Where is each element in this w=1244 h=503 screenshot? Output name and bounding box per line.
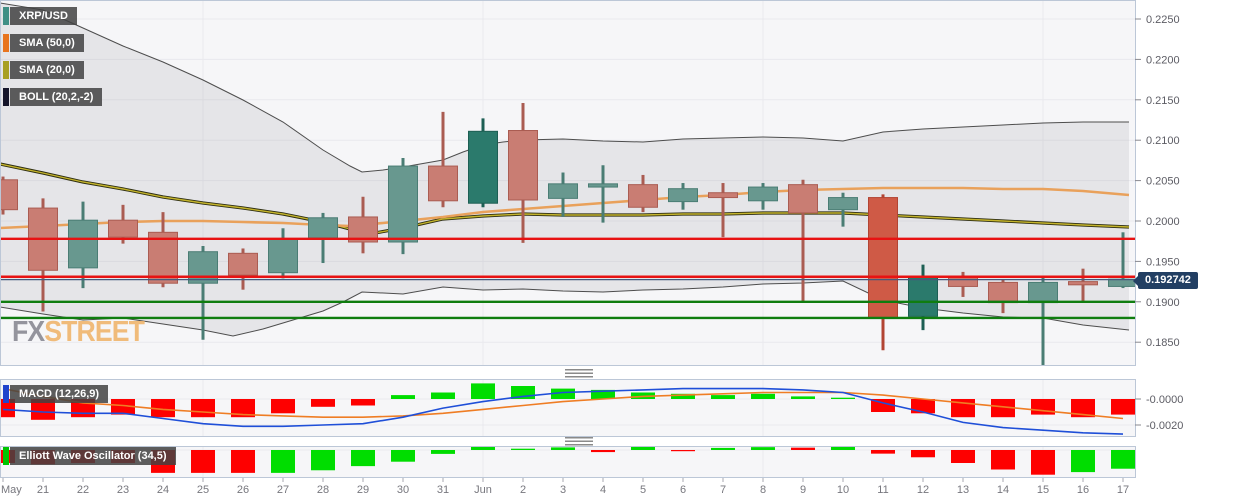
legend-sma20-label: SMA (20,0) (10, 61, 84, 79)
legend-macd-label: MACD (12,26,9) (10, 385, 109, 403)
svg-text:0.1850: 0.1850 (1146, 337, 1180, 349)
svg-text:7: 7 (720, 484, 726, 496)
svg-text:0.2100: 0.2100 (1146, 135, 1180, 147)
svg-text:23: 23 (117, 484, 129, 496)
legend-symbol-xrpusd[interactable]: XRP/USD (3, 7, 77, 25)
boll-color-swatch-icon (3, 88, 9, 106)
legend-boll-label: BOLL (20,2,-2) (10, 88, 103, 106)
svg-text:28: 28 (317, 484, 329, 496)
svg-text:0.2250: 0.2250 (1146, 14, 1180, 26)
svg-text:6: 6 (680, 484, 686, 496)
svg-text:0.2050: 0.2050 (1146, 176, 1180, 188)
time-axis[interactable]: May 21 22 23 24 25 26 27 28 29 30 31 Jun 2 3 4 5 6 7 8 9 10 11… (1, 478, 1129, 496)
svg-text:26: 26 (237, 484, 249, 496)
macd-color-swatch-icon (3, 385, 9, 403)
svg-text:2: 2 (520, 484, 526, 496)
svg-text:16: 16 (1077, 484, 1089, 496)
svg-text:14: 14 (997, 484, 1009, 496)
svg-text:11: 11 (877, 484, 888, 496)
legend-macd[interactable]: MACD (12,26,9) (3, 385, 109, 403)
svg-text:22: 22 (77, 484, 89, 496)
svg-text:15: 15 (1037, 484, 1049, 496)
ewo-color-swatch-icon (3, 447, 9, 465)
svg-text:13: 13 (957, 484, 969, 496)
sma20-color-swatch-icon (3, 61, 9, 79)
legend-sma50[interactable]: SMA (50,0) (3, 34, 84, 52)
svg-text:0.1900: 0.1900 (1146, 297, 1180, 309)
svg-text:17: 17 (1117, 484, 1129, 496)
svg-text:27: 27 (277, 484, 289, 496)
svg-text:21: 21 (37, 484, 49, 496)
svg-text:8: 8 (760, 484, 766, 496)
current-price-badge: 0.192742 (1133, 272, 1198, 289)
svg-text:0.2000: 0.2000 (1146, 216, 1180, 228)
svg-text:0.1950: 0.1950 (1146, 256, 1180, 268)
svg-text:12: 12 (917, 484, 929, 496)
macd-panel-drag-handle-icon[interactable] (565, 369, 593, 378)
svg-text:Jun: Jun (474, 484, 492, 496)
svg-text:31: 31 (437, 484, 449, 496)
svg-text:0.2150: 0.2150 (1146, 95, 1180, 107)
legend-sma50-label: SMA (50,0) (10, 34, 84, 52)
svg-text:24: 24 (157, 484, 169, 496)
ewo-panel-drag-handle-icon[interactable] (565, 437, 593, 446)
legend-sma20[interactable]: SMA (20,0) (3, 61, 84, 79)
svg-text:9: 9 (800, 484, 806, 496)
sma50-color-swatch-icon (3, 34, 9, 52)
svg-text:0.2200: 0.2200 (1146, 54, 1180, 66)
symbol-color-swatch-icon (3, 7, 9, 25)
price-axis[interactable]: 0.2250 0.2200 0.2150 0.2100 0.2050 0.2000 0.19… (1135, 14, 1183, 432)
legend-ewo[interactable]: Elliott Wave Oscillator (34,5) (3, 447, 176, 465)
svg-text:May: May (1, 484, 22, 496)
svg-text:5: 5 (640, 484, 646, 496)
legend-boll[interactable]: BOLL (20,2,-2) (3, 88, 103, 106)
legend-ewo-label: Elliott Wave Oscillator (34,5) (10, 447, 176, 465)
svg-text:-0.0020: -0.0020 (1146, 420, 1183, 432)
svg-text:29: 29 (357, 484, 369, 496)
svg-text:25: 25 (197, 484, 209, 496)
svg-text:4: 4 (600, 484, 606, 496)
svg-text:10: 10 (837, 484, 849, 496)
svg-text:-0.0000: -0.0000 (1146, 394, 1183, 406)
svg-text:3: 3 (560, 484, 566, 496)
svg-text:30: 30 (397, 484, 409, 496)
legend-symbol-label: XRP/USD (10, 7, 77, 25)
